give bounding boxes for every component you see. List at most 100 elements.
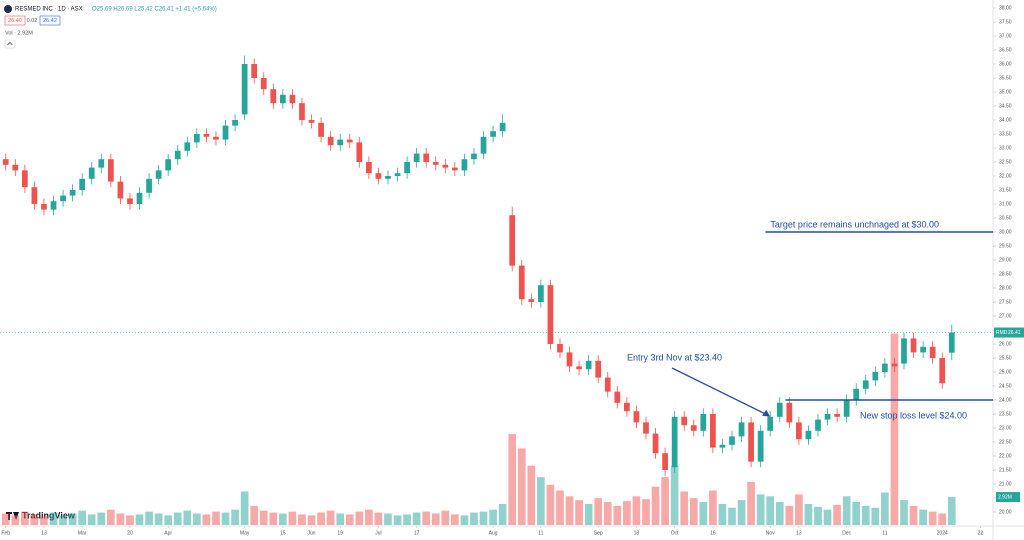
volume-bar xyxy=(661,477,669,525)
volume-bar xyxy=(766,496,775,525)
bid: 26.40 xyxy=(8,18,22,24)
volume-bar xyxy=(938,513,947,525)
y-tick-label: 37.50 xyxy=(999,19,1012,25)
volume-bar xyxy=(947,497,956,525)
volume-bar xyxy=(412,512,421,525)
bid-box[interactable] xyxy=(4,15,26,26)
volume-bar xyxy=(785,505,794,525)
ticker-tag: RMD xyxy=(996,330,1008,336)
candle-body xyxy=(929,346,936,358)
y-tick-label: 33.00 xyxy=(999,145,1012,151)
volume-bar xyxy=(603,502,612,525)
y-tick-label: 36.50 xyxy=(999,47,1012,53)
volume-bar xyxy=(651,486,660,525)
volume-bar xyxy=(441,510,450,525)
volume-bar xyxy=(842,496,851,525)
volume-bar xyxy=(116,513,125,525)
y-tick-label: 21.00 xyxy=(999,481,1012,487)
volume-bar xyxy=(861,505,870,525)
entry-arrow xyxy=(671,367,768,416)
x-tick-label: 13 xyxy=(796,530,802,536)
candle-body xyxy=(98,159,105,168)
volume-bar xyxy=(259,510,268,525)
candle-body xyxy=(939,358,946,384)
y-tick-label: 27.50 xyxy=(999,299,1012,305)
volume-bar xyxy=(699,502,708,525)
collapse-button[interactable] xyxy=(4,39,16,49)
x-tick-label: 13 xyxy=(41,530,47,536)
candle-body xyxy=(432,162,439,165)
y-tick-label: 23.00 xyxy=(999,425,1012,431)
volume-bar xyxy=(87,514,96,525)
y-tick-label: 31.50 xyxy=(999,187,1012,193)
x-tick-label: Mar xyxy=(78,530,87,536)
x-tick-label: Feb xyxy=(1,530,10,536)
volume-bar xyxy=(517,448,526,525)
candle-body xyxy=(872,372,879,381)
volume-bar xyxy=(202,514,211,525)
ask: 26.42 xyxy=(43,18,57,24)
y-tick-label: 35.50 xyxy=(999,75,1012,81)
collapse-icon xyxy=(7,42,13,46)
candle-body xyxy=(891,363,898,367)
candle-body xyxy=(375,173,382,179)
volume-bar xyxy=(59,515,67,525)
volume-bar xyxy=(489,509,497,525)
candle-body xyxy=(79,178,86,190)
y-tick-label: 26.00 xyxy=(999,341,1012,347)
volume-bar xyxy=(135,514,144,525)
entry-arrowhead xyxy=(762,409,771,417)
candle-body xyxy=(700,414,707,431)
volume-bar xyxy=(107,509,115,525)
candle-body xyxy=(662,453,668,470)
candle-body xyxy=(643,422,649,434)
volume-bar xyxy=(804,503,813,525)
candle-body xyxy=(184,142,191,151)
y-tick-label: 23.50 xyxy=(999,411,1012,417)
candle-body xyxy=(671,416,678,468)
candle-body xyxy=(21,170,28,188)
volume-bar xyxy=(670,465,679,525)
candle-body xyxy=(920,346,926,353)
x-tick-label: Nov xyxy=(766,530,775,536)
candle-body xyxy=(853,388,860,400)
candle-body xyxy=(12,164,19,171)
candle-body xyxy=(538,285,544,302)
entry-annotation: Entry 3rd Nov at $23.40 xyxy=(627,352,722,362)
volume-bar xyxy=(240,491,249,525)
candle-body xyxy=(394,173,401,176)
candle-body xyxy=(796,422,802,440)
volume-bar xyxy=(78,510,87,525)
candle-body xyxy=(882,363,888,372)
volume-bar xyxy=(823,509,832,525)
ask-box[interactable] xyxy=(39,15,61,26)
candle-body xyxy=(60,195,66,202)
candle-body xyxy=(710,414,716,448)
candle-body xyxy=(604,377,611,392)
y-tick-label: 37.00 xyxy=(999,33,1012,39)
volume-bar xyxy=(527,465,536,525)
candle-body xyxy=(442,164,449,168)
candle-body xyxy=(843,400,850,417)
volume-bar xyxy=(384,513,392,525)
x-tick-label: Aug xyxy=(489,530,498,536)
y-tick-label: 24.50 xyxy=(999,383,1012,389)
volume-bar xyxy=(890,333,899,525)
candle-body xyxy=(633,411,640,423)
volume-bar xyxy=(68,513,77,525)
volume-bar xyxy=(49,512,58,525)
y-tick-label: 32.50 xyxy=(999,159,1012,165)
candle-body xyxy=(566,352,573,367)
candle-body xyxy=(385,176,391,179)
y-tick-label: 36.00 xyxy=(999,61,1012,67)
x-tick-label: 22 xyxy=(978,530,984,536)
candle-body xyxy=(327,136,334,146)
candle-body xyxy=(365,162,372,174)
y-tick-label: 31.00 xyxy=(999,201,1012,207)
candle-body xyxy=(41,204,47,210)
candle-body xyxy=(193,134,200,143)
volume-bar xyxy=(632,496,641,525)
candle-body xyxy=(174,150,181,160)
candle-body xyxy=(729,436,735,445)
volume-bar xyxy=(183,510,192,525)
